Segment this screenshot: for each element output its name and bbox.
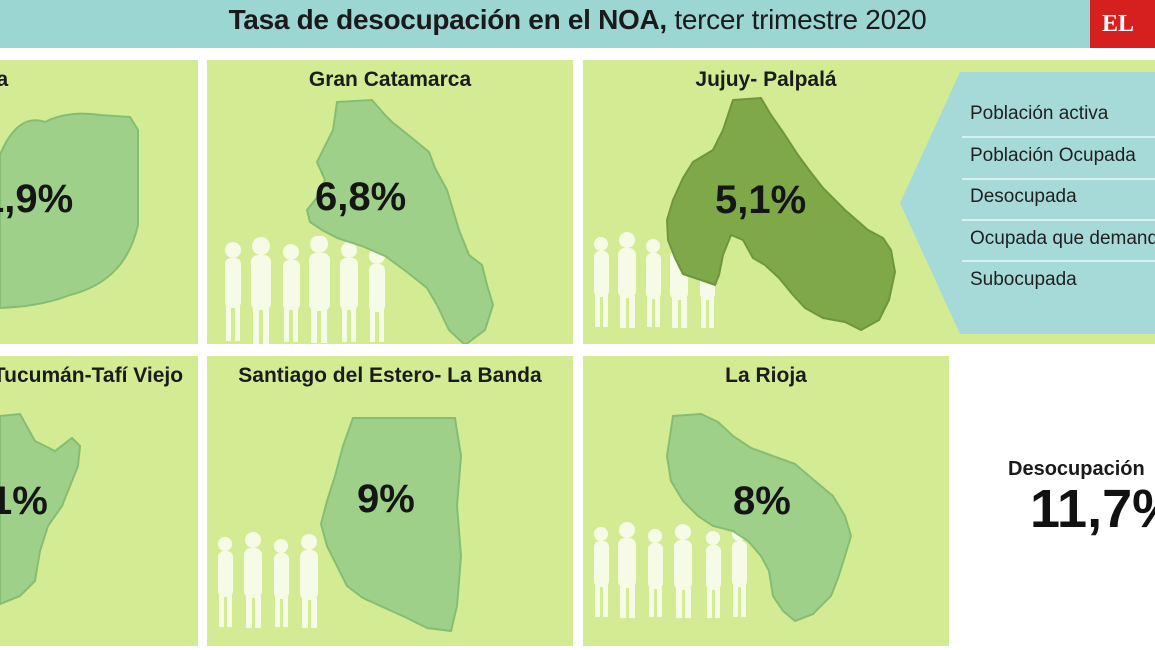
region-name-salta: Salta [0,68,9,91]
page-title: Tasa de desocupación en el NOA, tercer t… [0,4,1155,36]
region-name-tucuman: Gran Tucumán-Tafí Viejo [0,364,184,387]
legend-item-subocupada: Subocupada [970,269,1077,290]
region-rate-catamarca: 6,8% [315,175,407,219]
region-rate-larioja: 8% [733,479,791,523]
people-silhouette-icon [225,236,385,344]
legend-item-ocupada-que-demanda: Ocupada que demanda [970,228,1155,249]
map-tucuman [0,412,82,606]
legend-item-poblacion-activa: Población activa [970,103,1109,124]
map-salta [0,112,139,310]
title-bold: Tasa de desocupación en el NOA, [228,4,668,35]
people-silhouette-icon [218,532,318,628]
header-bar [0,0,1155,48]
region-name-larioja: La Rioja [725,364,807,387]
map-jujuy [665,96,897,332]
region-rate-jujuy: 5,1% [715,178,807,222]
region-rate-tucuman: 11% [0,479,48,523]
panel-santiago: Santiago del Estero- La Banda 9% [207,356,573,646]
legend-divider [962,219,1155,221]
map-larioja [665,412,853,623]
panel-larioja: La Rioja 8% [583,356,949,646]
panel-tucuman: Gran Tucumán-Tafí Viejo 11% [0,356,198,646]
legend-item-desocupada: Desocupada [970,186,1077,207]
legend-divider [962,178,1155,180]
legend-divider [962,136,1155,138]
title-light: tercer trimestre 2020 [674,4,927,35]
legend-divider [962,260,1155,262]
region-rate-salta: 11,9% [0,177,74,221]
region-name-catamarca: Gran Catamarca [308,68,472,91]
panel-salta: Salta 11,9% [0,60,198,344]
total-value: 11,7% [1030,479,1155,539]
map-santiago [319,417,463,633]
region-name-santiago: Santiago del Estero- La Banda [238,364,542,387]
total-label: Desocupación [1008,458,1145,480]
legend-item-poblacion-ocupada: Población Ocupada [970,145,1136,166]
panel-catamarca: Gran Catamarca 6,8% [207,60,573,344]
newspaper-logo: EL [1090,0,1155,48]
people-silhouette-icon [594,522,747,618]
region-rate-santiago: 9% [357,477,415,521]
region-name-jujuy: Jujuy- Palpalá [695,68,837,91]
map-catamarca [305,98,495,344]
